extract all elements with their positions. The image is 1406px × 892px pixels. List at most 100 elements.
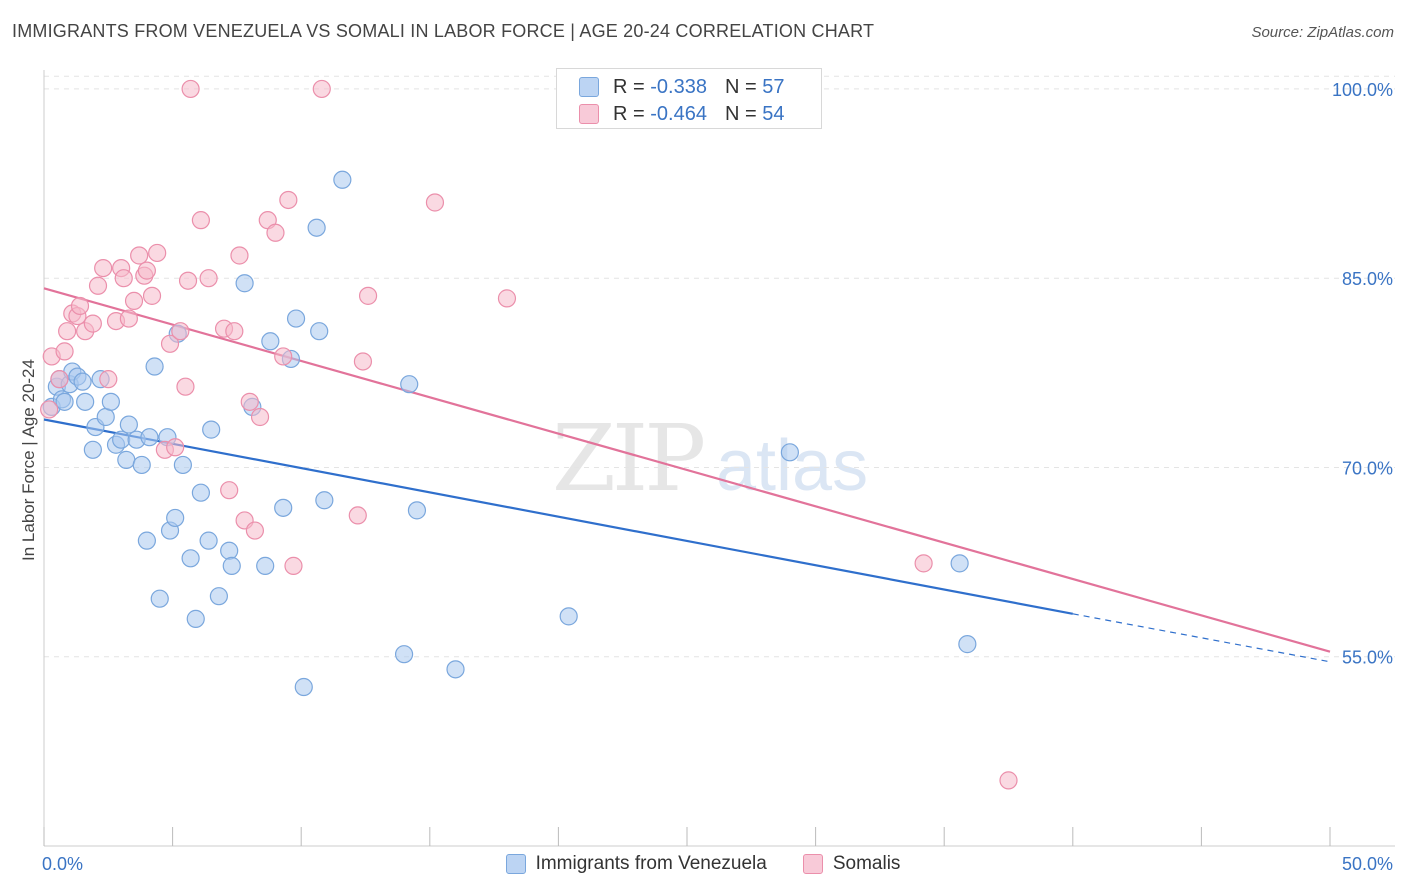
- somali-point: [230, 246, 249, 265]
- legend-label-venezuela: Immigrants from Venezuela: [535, 853, 767, 874]
- venezuela-point: [117, 450, 136, 469]
- legend-r-label: R =: [613, 102, 645, 125]
- venezuela-point: [274, 498, 293, 517]
- legend-label-somali: Somalis: [832, 853, 901, 874]
- trend-lines: [43, 287, 1331, 663]
- somali-point: [114, 269, 133, 288]
- somali-point: [50, 370, 69, 389]
- somali-point: [99, 370, 118, 389]
- venezuela-point: [235, 274, 254, 293]
- venezuela-point: [294, 677, 313, 697]
- legend-n-label: N =: [724, 75, 757, 98]
- venezuela-point: [112, 430, 131, 449]
- legend-row-somali: R = -0.464 N = 54: [579, 101, 784, 127]
- somali-point: [245, 521, 265, 540]
- y-axis-label: In Labor Force | Age 20-24: [19, 359, 38, 561]
- watermark-atlas: atlas: [716, 426, 868, 506]
- venezuela-point: [220, 541, 239, 560]
- series-legend: Immigrants from Venezuela Somalis: [0, 851, 1406, 877]
- somali-point: [70, 296, 90, 316]
- venezuela-point: [199, 531, 218, 550]
- x-tick-labels: 0.0% 50.0%: [42, 854, 1393, 874]
- correlation-legend: R = -0.338 N = 57 R = -0.464 N = 54: [556, 68, 822, 129]
- venezuela-point: [286, 309, 306, 328]
- somali-point: [181, 79, 200, 99]
- somali-point: [171, 322, 190, 341]
- somali-point: [137, 261, 156, 280]
- venezuela-point: [407, 501, 427, 520]
- data-points: [40, 79, 1018, 790]
- venezuela-point: [55, 392, 74, 411]
- somali-point: [279, 190, 298, 210]
- legend-item-venezuela: Immigrants from Venezuela: [505, 853, 767, 875]
- y-tick-labels: 55.0% 70.0% 85.0% 100.0%: [1332, 80, 1393, 668]
- venezuela-point: [400, 375, 419, 394]
- venezuela-point: [307, 218, 326, 237]
- venezuela-point: [202, 420, 221, 439]
- y-tick-label: 85.0%: [1342, 269, 1393, 289]
- somali-point: [178, 271, 198, 290]
- venezuela-point: [96, 407, 115, 427]
- venezuela-point: [333, 170, 352, 189]
- legend-r-value-venezuela: -0.338: [650, 75, 707, 98]
- source-label: Source: ZipAtlas.com: [1251, 24, 1394, 41]
- x-tick-label: 50.0%: [1342, 854, 1393, 874]
- somali-point: [284, 556, 303, 575]
- venezuela-point: [181, 549, 200, 568]
- watermark-zip: ZIP: [552, 405, 703, 512]
- venezuela-swatch: [579, 77, 599, 97]
- somali-legend-swatch: [802, 854, 823, 874]
- venezuela-point: [191, 483, 210, 502]
- trend-line-venezuela: [43, 418, 1074, 615]
- somali-point: [166, 438, 185, 457]
- somali-point: [240, 392, 259, 411]
- somali-point: [142, 286, 162, 305]
- venezuela-point: [186, 609, 205, 628]
- somali-point: [497, 289, 517, 308]
- somali-point: [358, 286, 378, 305]
- somali-point: [55, 342, 74, 361]
- somali-point: [312, 79, 331, 99]
- somali-point: [88, 276, 108, 295]
- venezuela-point: [76, 392, 95, 411]
- venezuela-point: [394, 645, 414, 664]
- y-tick-label: 55.0%: [1342, 648, 1393, 668]
- venezuela-point: [310, 322, 329, 341]
- somali-point: [191, 211, 210, 230]
- legend-n-label: N =: [724, 102, 757, 125]
- trend-line-venezuela-extension: [1072, 613, 1331, 663]
- y-tick-label: 70.0%: [1342, 458, 1393, 478]
- somali-point: [83, 314, 102, 333]
- venezuela-point: [173, 455, 192, 475]
- grid-lines: [44, 75, 1395, 658]
- somali-point: [250, 407, 270, 427]
- venezuela-point: [315, 491, 334, 510]
- venezuela-point: [958, 635, 977, 654]
- trend-line-somali: [43, 287, 1331, 653]
- somali-point: [199, 269, 218, 288]
- legend-r-value-somali: -0.464: [650, 102, 707, 125]
- venezuela-point: [140, 428, 159, 447]
- somali-point: [130, 246, 149, 265]
- somali-point: [353, 352, 373, 371]
- venezuela-point: [222, 556, 241, 575]
- venezuela-point: [446, 660, 465, 679]
- venezuela-point: [209, 587, 228, 606]
- somali-point: [58, 322, 77, 341]
- venezuela-point: [101, 392, 120, 411]
- legend-n-value-somali: 54: [762, 102, 785, 125]
- x-tick-label: 0.0%: [42, 854, 83, 874]
- venezuela-point: [83, 440, 102, 459]
- venezuela-point: [559, 607, 578, 626]
- somali-point: [220, 481, 239, 500]
- somali-point: [225, 322, 244, 341]
- somali-point: [425, 193, 445, 212]
- somali-point: [124, 291, 144, 311]
- watermark: ZIP atlas: [552, 405, 868, 512]
- y-tick-label: 100.0%: [1332, 80, 1393, 100]
- somali-point: [119, 309, 138, 328]
- venezuela-point: [137, 531, 156, 550]
- somali-point: [176, 377, 195, 396]
- legend-r-label: R =: [613, 75, 645, 98]
